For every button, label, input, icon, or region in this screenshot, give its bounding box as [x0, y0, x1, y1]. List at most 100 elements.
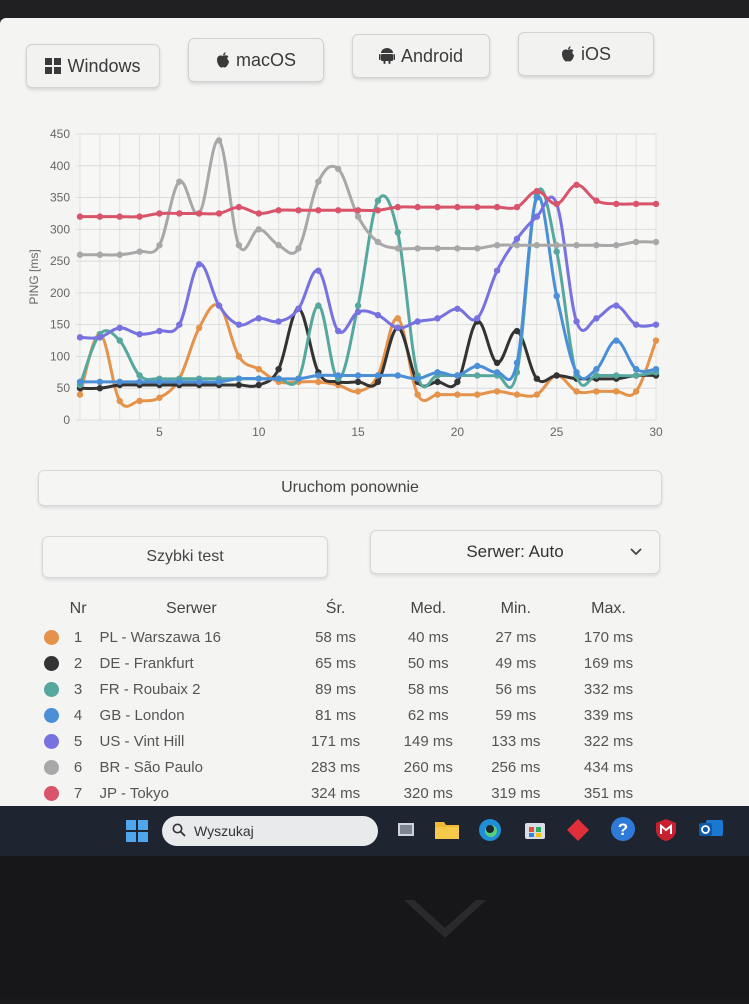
row-median: 320 ms — [403, 784, 453, 802]
max-column-header: Max. — [591, 600, 626, 617]
data-point — [394, 372, 401, 379]
data-point — [215, 378, 223, 386]
data-point — [235, 321, 243, 328]
row-server-name: DE - Frankfurt — [99, 654, 194, 672]
data-point — [354, 213, 362, 220]
data-point — [593, 372, 600, 379]
data-point — [96, 213, 104, 220]
y-tick-label: 150 — [50, 318, 70, 332]
data-point — [255, 210, 262, 217]
data-point — [235, 242, 243, 249]
data-point — [632, 388, 640, 395]
restart-button-label: Uruchom ponownie — [281, 479, 419, 496]
table-row: 2 DE - Frankfurt 65 ms 50 ms 49 ms 169 ms — [40, 650, 660, 676]
data-point — [434, 315, 441, 322]
data-point — [315, 378, 322, 386]
data-point — [474, 362, 481, 370]
taskbar-search[interactable]: Wyszukaj — [162, 816, 378, 846]
series-color-dot — [40, 676, 63, 702]
y-tick-label: 100 — [50, 349, 70, 363]
red-app-button[interactable] — [566, 818, 590, 847]
tab-macos[interactable]: macOS — [188, 38, 324, 82]
data-point — [652, 337, 660, 344]
store-button[interactable] — [524, 818, 546, 845]
data-point — [156, 378, 163, 386]
restart-button[interactable]: Uruchom ponownie — [38, 470, 662, 506]
row-min: 49 ms — [495, 654, 537, 672]
data-point — [414, 375, 421, 382]
data-point — [513, 235, 521, 243]
data-point — [474, 315, 481, 322]
diamond-app-icon — [567, 819, 589, 841]
data-point — [156, 327, 163, 335]
data-point — [513, 203, 521, 211]
x-tick-label: 20 — [451, 425, 465, 439]
shield-icon — [656, 819, 676, 841]
data-point — [275, 365, 282, 373]
data-point — [394, 245, 401, 252]
mcafee-button[interactable] — [654, 818, 678, 847]
row-nr: 7 — [73, 784, 83, 802]
help-button[interactable]: ? — [610, 816, 636, 847]
row-median: 40 ms — [407, 628, 449, 646]
y-tick-label: 50 — [57, 381, 71, 395]
row-nr: 6 — [73, 758, 83, 776]
data-point — [474, 372, 481, 379]
table-row: 5 US - Vint Hill 171 ms 149 ms 133 ms 322 ms — [40, 728, 660, 754]
file-explorer-button[interactable] — [434, 818, 460, 845]
help-icon: ? — [611, 817, 635, 841]
data-point — [136, 248, 143, 255]
row-max: 351 ms — [583, 784, 634, 802]
data-point — [493, 203, 501, 211]
data-point — [454, 245, 461, 252]
start-button[interactable] — [126, 820, 148, 847]
data-point — [195, 324, 203, 332]
data-point — [335, 327, 342, 335]
row-max: 169 ms — [583, 654, 634, 672]
data-point — [593, 242, 600, 249]
row-avg: 324 ms — [310, 784, 361, 802]
data-point — [116, 213, 123, 220]
tab-android[interactable]: Android — [352, 34, 490, 78]
outlook-button[interactable] — [698, 816, 724, 847]
tab-android-label: Android — [400, 45, 464, 66]
data-point — [354, 308, 362, 316]
mail-icon — [699, 820, 723, 836]
data-point — [335, 165, 342, 173]
edge-browser-button[interactable] — [478, 818, 502, 847]
series-color-dot — [40, 754, 63, 780]
table-row: 7 JP - Tokyo 324 ms 320 ms 319 ms 351 ms — [40, 780, 660, 806]
data-point — [335, 372, 342, 379]
data-point — [235, 203, 243, 211]
tab-ios[interactable]: iOS — [518, 32, 654, 76]
results-table: Nr Serwer Śr. Med. Min. Max. 1 PL - Warsz… — [40, 598, 660, 806]
row-nr: 5 — [73, 732, 83, 750]
min-column-header: Min. — [500, 600, 531, 617]
data-point — [632, 238, 640, 246]
data-point — [275, 318, 282, 325]
data-point — [354, 388, 362, 395]
row-avg: 283 ms — [310, 758, 361, 776]
data-point — [215, 302, 223, 309]
data-point — [176, 178, 183, 185]
data-point — [275, 207, 282, 214]
task-view-button[interactable] — [396, 820, 416, 845]
median-column-header: Med. — [410, 600, 447, 617]
row-min: 133 ms — [491, 732, 541, 750]
ping-chart: 0 50 100 150 200 250 300 350 400 450 5 10 15 20 25 30 PI… — [0, 118, 749, 458]
row-server-name: JP - Tokyo — [99, 784, 170, 802]
tab-windows[interactable]: Windows — [26, 44, 160, 88]
data-point — [374, 372, 382, 379]
data-point — [513, 327, 521, 335]
data-point — [215, 210, 223, 217]
data-point — [76, 334, 84, 341]
server-select[interactable]: Serwer: Auto — [370, 530, 660, 574]
data-point — [632, 321, 640, 328]
quick-test-button[interactable]: Szybki test — [42, 536, 328, 578]
data-point — [493, 388, 501, 395]
data-point — [295, 207, 302, 214]
data-point — [573, 388, 580, 395]
data-point — [76, 213, 84, 220]
data-point — [414, 318, 421, 325]
data-point — [414, 391, 421, 398]
